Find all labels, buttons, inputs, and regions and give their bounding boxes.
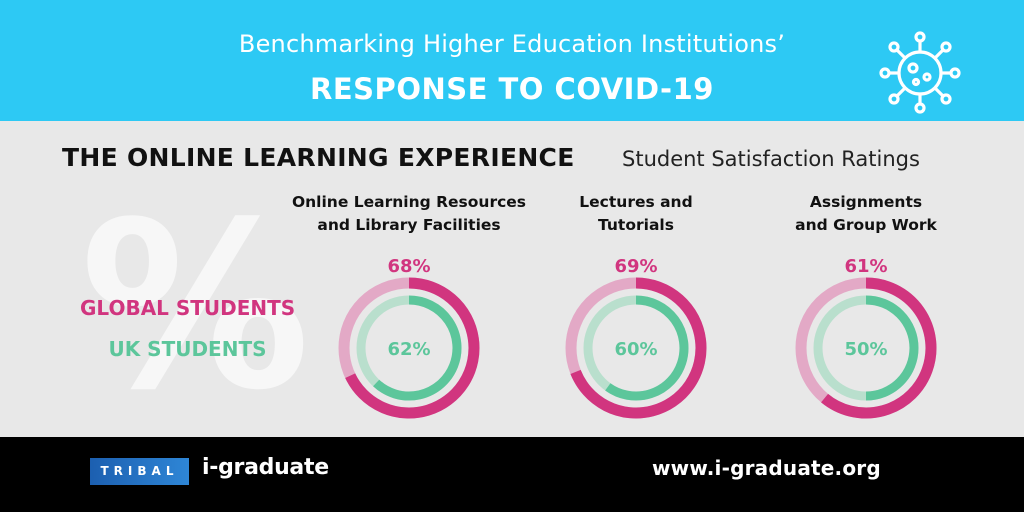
i-graduate-logo: i-graduate xyxy=(202,455,329,480)
global-value-label-1: 68% xyxy=(387,256,430,277)
website-url: www.i-graduate.org xyxy=(652,456,881,480)
category-label-2-line-2: Tutorials xyxy=(598,216,674,234)
global-ring-arc-1 xyxy=(345,277,480,419)
header-banner: Benchmarking Higher Education Institutio… xyxy=(0,0,1024,121)
uk-ring-arc-3 xyxy=(865,295,919,401)
uk-ring-arc-2 xyxy=(605,295,689,401)
virus-icon xyxy=(879,31,961,114)
uk-value-label-3: 50% xyxy=(844,339,887,360)
category-label-3: Assignments and Group Work xyxy=(726,191,1006,237)
header-subtitle: Benchmarking Higher Education Institutio… xyxy=(238,30,786,58)
main-panel: % THE ONLINE LEARNING EXPERIENCE Student… xyxy=(0,121,1024,437)
footer-bar: TRIBAL i-graduate www.i-graduate.org xyxy=(0,437,1024,512)
global-ring-arc-2 xyxy=(570,277,707,419)
category-label-1-line-1: Online Learning Resources xyxy=(291,193,527,211)
header-title: RESPONSE TO COVID-19 xyxy=(310,72,714,106)
legend-global-students: GLOBAL STUDENTS xyxy=(80,296,296,320)
category-label-2-line-1: Lectures and xyxy=(579,193,693,211)
category-label-3-line-2: and Group Work xyxy=(795,216,937,234)
section-subtitle: Student Satisfaction Ratings xyxy=(622,147,920,171)
legend-uk-students: UK STUDENTS xyxy=(108,337,267,361)
uk-ring-arc-1 xyxy=(373,295,462,401)
global-value-label-2: 69% xyxy=(614,256,657,277)
percent-decoration: % xyxy=(80,174,311,437)
category-label-2: Lectures and Tutorials xyxy=(496,191,776,237)
uk-value-label-2: 60% xyxy=(614,339,657,360)
uk-value-label-1: 62% xyxy=(387,339,430,360)
global-ring-arc-3 xyxy=(821,277,937,419)
category-label-3-line-1: Assignments xyxy=(809,193,923,211)
category-label-1-line-2: and Library Facilities xyxy=(317,216,501,234)
category-label-1: Online Learning Resources and Library Fa… xyxy=(269,191,549,237)
tribal-logo: TRIBAL xyxy=(90,458,189,485)
global-value-label-3: 61% xyxy=(844,256,887,277)
donut-chart: 68% 62% 69% 60% 61% 50% xyxy=(338,256,937,419)
section-title: THE ONLINE LEARNING EXPERIENCE xyxy=(62,143,575,172)
